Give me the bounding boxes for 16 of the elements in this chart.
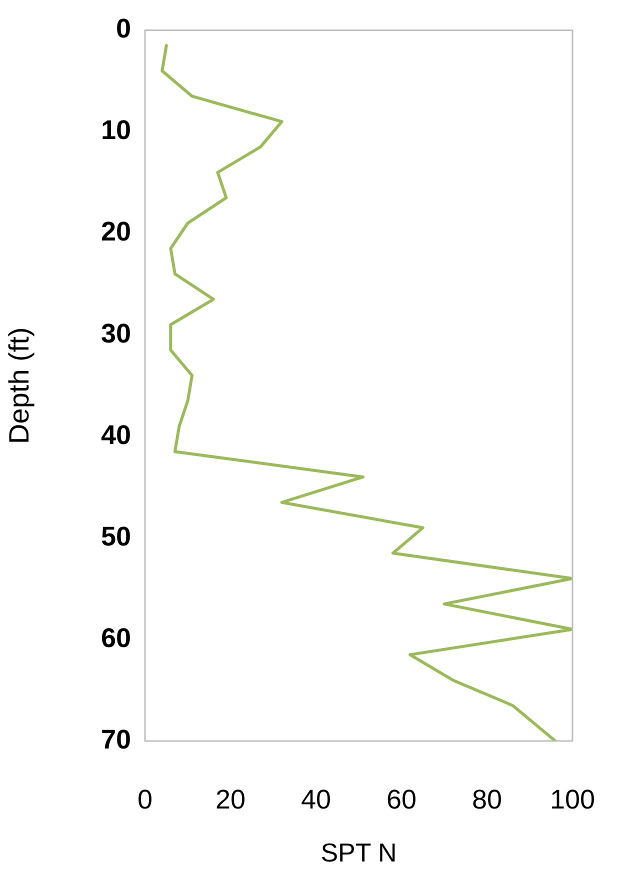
y-tick-label: 70 <box>100 724 131 754</box>
x-tick-label: 40 <box>300 784 332 815</box>
y-tick-label: 50 <box>100 521 131 552</box>
y-tick-label: 40 <box>100 420 131 450</box>
x-tick-label: 100 <box>550 784 596 815</box>
y-tick-label: 30 <box>100 318 131 348</box>
x-axis-title: SPT N <box>320 838 397 868</box>
y-tick-label: 60 <box>100 622 131 653</box>
x-tick-label: 60 <box>386 784 417 815</box>
y-tick-label: 0 <box>116 14 131 44</box>
x-tick-label: 80 <box>472 784 502 815</box>
y-tick-label: 20 <box>100 216 131 247</box>
x-tick-label: 20 <box>215 784 246 815</box>
y-tick-label: 10 <box>100 115 131 146</box>
x-tick-label: 0 <box>137 784 153 815</box>
y-axis-title: Depth (ft) <box>4 327 35 444</box>
